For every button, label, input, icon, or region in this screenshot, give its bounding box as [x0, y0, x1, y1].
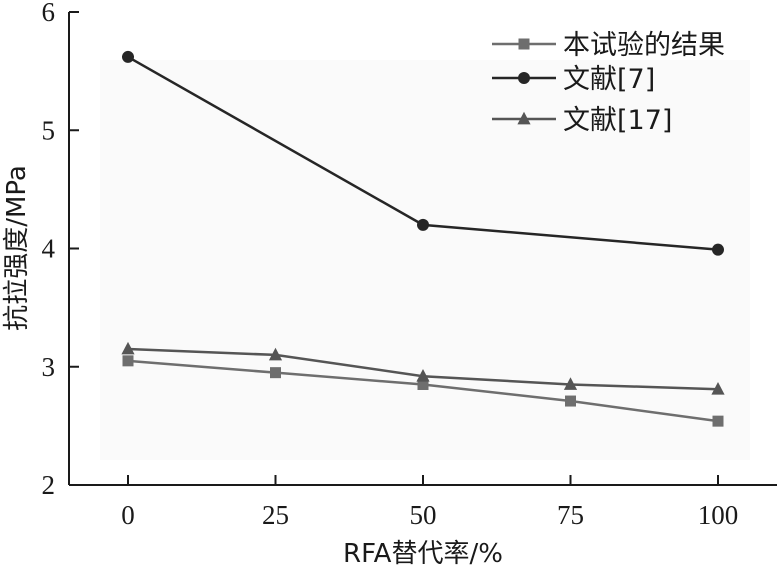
- data-point-square: [565, 395, 576, 407]
- x-tick-label: 75: [557, 500, 584, 530]
- y-tick-label: 4: [42, 234, 56, 264]
- series-layer: [121, 50, 725, 427]
- data-point-square: [518, 38, 530, 50]
- y-axis-title: 抗拉强度/MPa: [2, 165, 32, 331]
- data-point-triangle: [416, 369, 430, 382]
- legend-label: 本试验的结果: [563, 30, 725, 61]
- data-point-triangle: [563, 377, 578, 390]
- data-point-square: [122, 355, 134, 367]
- x-tick-label: 0: [121, 500, 135, 530]
- data-point-square: [270, 367, 281, 379]
- plot-background: [100, 60, 750, 460]
- y-tick-label: 3: [42, 352, 56, 382]
- legend-item: 文献[17]: [492, 105, 672, 136]
- y-tick-label: 2: [42, 470, 56, 500]
- y-tick-label: 5: [42, 115, 56, 145]
- series-1: [122, 50, 724, 256]
- legend-label: 文献[7]: [563, 64, 655, 95]
- legend-item: 本试验的结果: [492, 30, 725, 61]
- y-ticks: 2 3 4 5 6: [42, 0, 79, 500]
- data-point-triangle: [711, 382, 725, 395]
- x-tick-label: 100: [698, 500, 739, 530]
- series-2: [121, 341, 725, 395]
- data-point-circle: [712, 243, 724, 256]
- data-point-circle: [122, 50, 134, 63]
- data-point-circle: [417, 218, 429, 231]
- data-point-square: [417, 378, 429, 390]
- data-point-triangle: [268, 347, 283, 361]
- x-ticks: 0 25 50 75 100: [121, 475, 738, 530]
- data-point-triangle: [121, 341, 135, 355]
- data-point-circle: [518, 72, 530, 84]
- series-0: [122, 355, 724, 427]
- x-tick-label: 50: [410, 500, 437, 530]
- legend-item: 文献[7]: [492, 64, 655, 95]
- legend-label: 文献[17]: [563, 105, 672, 136]
- y-tick-label: 6: [42, 0, 56, 27]
- data-point-triangle: [517, 111, 531, 125]
- data-point-square: [712, 415, 724, 427]
- x-tick-label: 25: [262, 500, 289, 530]
- x-axis-title: RFA替代率/%: [343, 539, 503, 569]
